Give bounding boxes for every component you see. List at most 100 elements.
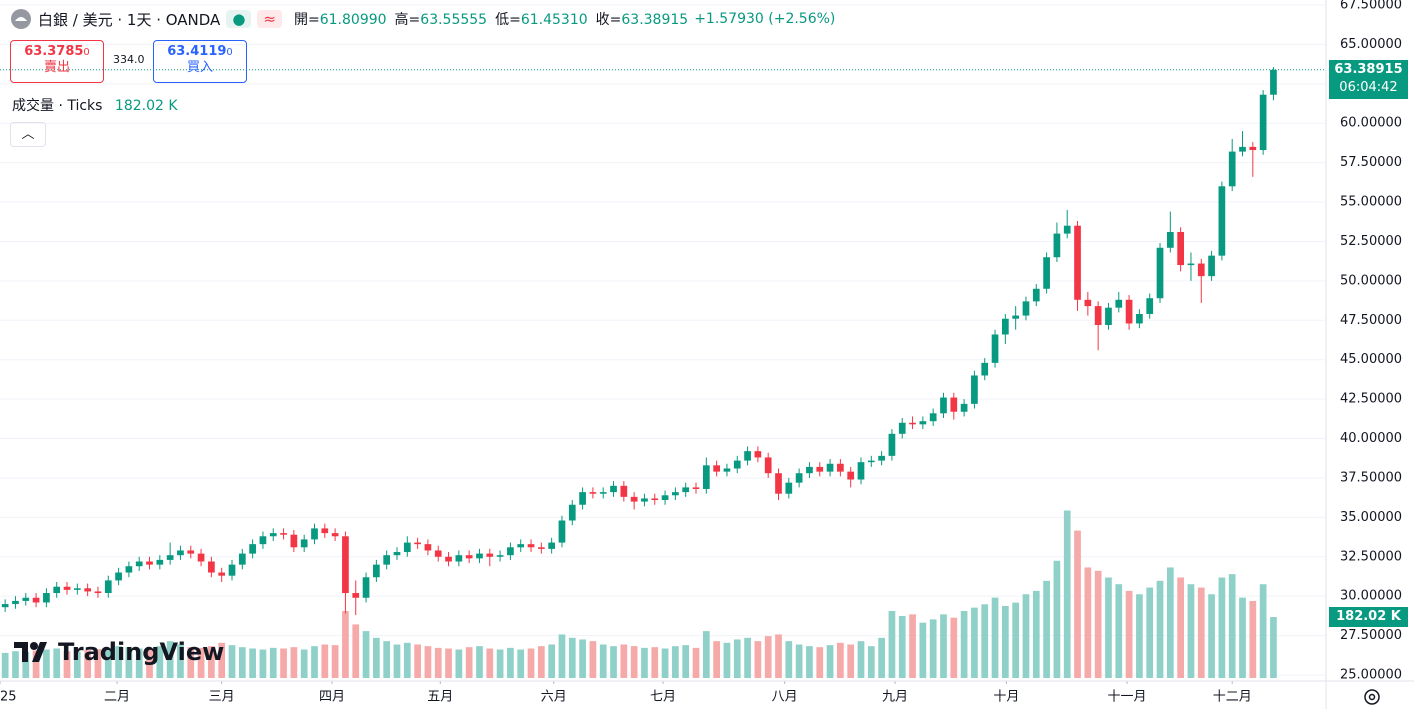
x-tick-label: 十二月 <box>1213 690 1252 705</box>
candle-body <box>63 586 71 590</box>
quote-value: 61.80990 <box>319 12 387 28</box>
volume-bar <box>919 622 927 678</box>
collapse-button[interactable]: ︿ <box>10 122 46 147</box>
volume-bar <box>950 617 958 678</box>
candle-body <box>795 473 803 483</box>
volume-bar <box>929 619 937 678</box>
volume-bar <box>981 604 989 678</box>
volume-bar <box>22 651 30 678</box>
last-price-box: 63.38915 06:04:42 <box>1329 60 1408 99</box>
candle-body <box>300 539 308 548</box>
candle-body <box>249 544 256 554</box>
y-tick-label: 35.00000 <box>1340 510 1402 525</box>
delay-badge: ≈ <box>257 10 282 28</box>
volume-bar <box>888 611 896 678</box>
candle-body <box>166 555 174 560</box>
volume-bar <box>785 641 793 678</box>
volume-bar <box>455 649 463 678</box>
volume-bar <box>414 644 421 678</box>
volume-bar <box>434 647 442 678</box>
candle-body <box>692 487 700 489</box>
y-tick-label: 30.00000 <box>1340 589 1402 604</box>
volume-bar <box>393 644 401 678</box>
volume-bar <box>1259 584 1267 678</box>
volume-bar <box>177 644 184 678</box>
y-tick-label: 50.00000 <box>1340 273 1402 288</box>
candle-body <box>568 504 576 521</box>
volume-bar <box>795 644 803 678</box>
x-tick-label: 2025 <box>0 690 17 705</box>
volume-bar <box>32 650 40 678</box>
candle-body <box>1136 313 1143 324</box>
volume-bar <box>1032 590 1040 678</box>
volume-bar <box>630 646 638 678</box>
sell-label: 賣出 <box>43 60 70 75</box>
volume-bar <box>53 648 61 678</box>
candle-body <box>579 492 586 505</box>
volume-legend: 成交量 · Ticks 182.02 K <box>12 95 178 115</box>
sell-button[interactable]: 63.37850 賣出 <box>10 40 104 83</box>
candle-body <box>1074 225 1081 300</box>
candle-body <box>1125 299 1133 324</box>
candle-body <box>486 553 494 557</box>
volume-bar <box>63 651 71 678</box>
candle-body <box>599 492 607 494</box>
symbol[interactable]: 白銀 / 美元 · 1天 · OANDA <box>38 10 221 29</box>
volume-bar <box>187 647 195 678</box>
candle-body <box>321 528 329 534</box>
quote-label: 高= <box>394 12 421 28</box>
buy-suffix: 0 <box>226 47 233 58</box>
candle-body <box>1197 263 1205 277</box>
volume-bar <box>1074 530 1081 678</box>
candle-body <box>754 451 762 458</box>
volume-bar <box>568 637 576 678</box>
candle-body <box>1270 69 1277 95</box>
candle-body <box>723 468 731 472</box>
change: +1.57930 (+2.56%) <box>694 11 836 27</box>
candle-body <box>331 533 339 537</box>
volume-bar <box>589 641 597 678</box>
candle-body <box>1115 299 1123 308</box>
candle-body <box>403 542 411 553</box>
candle-body <box>733 460 741 469</box>
volume-bar <box>898 616 906 678</box>
volume-bar <box>43 649 50 678</box>
y-tick-label: 37.50000 <box>1340 470 1402 485</box>
logo-icon <box>14 642 47 662</box>
volume-bar <box>362 631 370 678</box>
candle-body <box>1249 146 1257 151</box>
y-tick-label: 67.50000 <box>1340 0 1402 13</box>
candle-body <box>1001 318 1009 335</box>
last-price: 63.38915 <box>1334 62 1403 77</box>
x-tick-label: 九月 <box>882 690 908 705</box>
buy-button[interactable]: 63.41190 買入 <box>153 40 247 83</box>
candle-body <box>197 553 205 562</box>
candle-body <box>1259 94 1267 151</box>
candle-body <box>228 564 236 576</box>
volume-bar <box>228 645 236 678</box>
candle-body <box>847 471 855 480</box>
volume-bar <box>1053 560 1061 678</box>
volume-bar <box>197 647 205 678</box>
volume-bar <box>1218 577 1226 678</box>
settings-icon[interactable] <box>1364 689 1380 705</box>
candle-body <box>352 593 360 598</box>
volume-bar <box>238 647 246 678</box>
y-tick-label: 25.00000 <box>1340 668 1402 683</box>
x-tick-label: 四月 <box>319 690 345 705</box>
quote-item: 開=61.80990 <box>294 9 387 29</box>
candle-body <box>383 555 391 565</box>
volume-bar <box>537 646 545 678</box>
volume-bar <box>754 641 762 678</box>
candle-body <box>702 465 710 489</box>
y-tick-label: 42.50000 <box>1340 392 1402 407</box>
header: 白銀 / 美元 · 1天 · OANDA ● ≈ 開=61.80990 高=63.… <box>10 8 835 30</box>
candle-body <box>909 422 916 425</box>
volume-bar <box>1 652 9 678</box>
volume-bar <box>1105 577 1112 678</box>
volume-bar <box>311 646 318 678</box>
candle-body <box>713 465 720 472</box>
candle-body <box>548 542 556 549</box>
volume-bar <box>878 637 885 678</box>
candle-body <box>1239 146 1246 152</box>
